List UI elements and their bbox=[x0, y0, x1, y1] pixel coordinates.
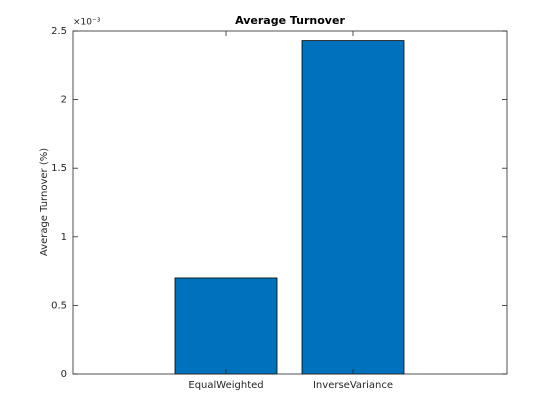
y-axis-label: Average Turnover (%) bbox=[39, 148, 50, 256]
y-tick-label: 1 bbox=[61, 232, 67, 243]
y-tick-label: 0 bbox=[61, 369, 67, 380]
y-tick-label: 1.5 bbox=[51, 163, 67, 174]
x-tick-label: InverseVariance bbox=[313, 380, 393, 391]
chart-title: Average Turnover bbox=[235, 14, 345, 27]
bar bbox=[301, 40, 405, 375]
y-axis-multiplier: ×10⁻³ bbox=[73, 18, 101, 28]
x-tick-label: EqualWeighted bbox=[188, 380, 263, 391]
axes-box bbox=[72, 30, 508, 375]
y-tick-label: 2 bbox=[61, 95, 67, 106]
bar bbox=[174, 277, 278, 375]
y-tick-label: 2.5 bbox=[51, 26, 67, 37]
y-tick-label: 0.5 bbox=[51, 300, 67, 311]
